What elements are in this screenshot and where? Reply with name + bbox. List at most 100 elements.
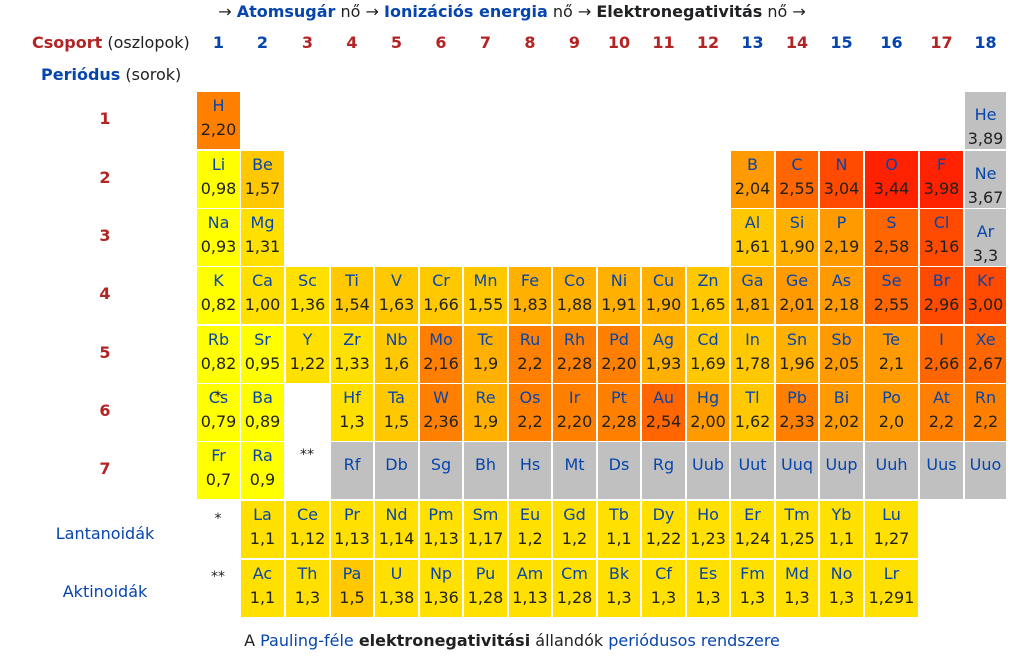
element-symbol[interactable]: He — [974, 105, 997, 124]
element-symbol[interactable]: Ir — [568, 388, 581, 407]
element-symbol[interactable]: Ac — [252, 564, 273, 583]
element-symbol[interactable]: P — [836, 213, 847, 232]
element-symbol[interactable]: Cr — [432, 271, 450, 290]
element-symbol[interactable]: K — [213, 271, 224, 290]
element-symbol[interactable]: H — [212, 96, 225, 115]
element-symbol[interactable]: Uut — [738, 455, 767, 474]
element-symbol[interactable]: Tb — [609, 505, 629, 524]
element-symbol[interactable]: Tm — [784, 505, 810, 524]
element-symbol[interactable]: Rh — [563, 330, 586, 349]
element-symbol[interactable]: Fr — [211, 446, 226, 465]
element-symbol[interactable]: Ar — [976, 222, 995, 241]
element-symbol[interactable]: Ra — [252, 446, 273, 465]
element-symbol[interactable]: Sb — [831, 330, 852, 349]
element-symbol[interactable]: Br — [932, 271, 951, 290]
element-symbol[interactable]: Uuh — [875, 455, 908, 474]
element-symbol[interactable]: I — [939, 330, 944, 349]
element-symbol[interactable]: Al — [744, 213, 761, 232]
element-symbol[interactable]: Ge — [785, 271, 809, 290]
element-symbol[interactable]: Mt — [564, 455, 585, 474]
element-symbol[interactable]: Cm — [561, 564, 588, 583]
element-symbol[interactable]: Uub — [691, 455, 724, 474]
element-symbol[interactable]: As — [831, 271, 852, 290]
element-symbol[interactable]: Hs — [519, 455, 541, 474]
element-symbol[interactable]: Yb — [831, 505, 852, 524]
element-symbol[interactable]: Au — [652, 388, 675, 407]
element-symbol[interactable]: La — [253, 505, 272, 524]
element-symbol[interactable]: Po — [882, 388, 901, 407]
element-symbol[interactable]: Bi — [833, 388, 850, 407]
element-symbol[interactable]: V — [391, 271, 402, 290]
element-symbol[interactable]: Ho — [697, 505, 719, 524]
element-symbol[interactable]: Re — [475, 388, 496, 407]
element-symbol[interactable]: Li — [211, 155, 226, 174]
element-symbol[interactable]: Bk — [608, 564, 630, 583]
element-symbol[interactable]: Y — [302, 330, 313, 349]
element-symbol[interactable]: Uus — [926, 455, 957, 474]
element-symbol[interactable]: B — [747, 155, 758, 174]
element-symbol[interactable]: At — [933, 388, 950, 407]
element-symbol[interactable]: Cd — [697, 330, 719, 349]
element-symbol[interactable]: Nb — [385, 330, 408, 349]
element-symbol[interactable]: Rb — [207, 330, 230, 349]
ionization-energy-link[interactable]: Ionizációs energia — [384, 2, 548, 21]
element-symbol[interactable]: Sn — [786, 330, 808, 349]
element-symbol[interactable]: Ne — [974, 164, 997, 183]
element-symbol[interactable]: Ga — [741, 271, 764, 290]
element-symbol[interactable]: Na — [207, 213, 230, 232]
element-symbol[interactable]: Eu — [519, 505, 541, 524]
element-symbol[interactable]: Ag — [652, 330, 675, 349]
element-symbol[interactable]: Tl — [745, 388, 760, 407]
element-symbol[interactable]: Am — [516, 564, 544, 583]
element-symbol[interactable]: Si — [789, 213, 805, 232]
element-symbol[interactable]: Cl — [933, 213, 950, 232]
element-symbol[interactable]: Sc — [298, 271, 317, 290]
element-symbol[interactable]: Cs — [208, 388, 229, 407]
periodic-table-link[interactable]: periódusos rendszere — [608, 631, 780, 650]
element-symbol[interactable]: Fm — [740, 564, 765, 583]
element-symbol[interactable]: Pm — [428, 505, 454, 524]
element-symbol[interactable]: Nd — [385, 505, 408, 524]
element-symbol[interactable]: Os — [519, 388, 541, 407]
element-symbol[interactable]: Pu — [475, 564, 496, 583]
element-symbol[interactable]: W — [433, 388, 449, 407]
actinides-label[interactable]: Aktinoidák — [62, 582, 148, 601]
element-symbol[interactable]: S — [886, 213, 897, 232]
element-symbol[interactable]: Ta — [388, 388, 405, 407]
element-symbol[interactable]: C — [791, 155, 803, 174]
element-symbol[interactable]: Md — [785, 564, 809, 583]
element-symbol[interactable]: Uuq — [780, 455, 813, 474]
element-symbol[interactable]: Zn — [697, 271, 719, 290]
group-link[interactable]: Csoport — [32, 33, 103, 52]
element-symbol[interactable]: Dy — [652, 505, 675, 524]
element-symbol[interactable]: Pd — [609, 330, 629, 349]
element-symbol[interactable]: Ca — [252, 271, 273, 290]
element-symbol[interactable]: Cu — [652, 271, 675, 290]
element-symbol[interactable]: Th — [297, 564, 318, 583]
element-symbol[interactable]: Zr — [343, 330, 361, 349]
element-symbol[interactable]: Tc — [477, 330, 494, 349]
element-symbol[interactable]: Uup — [825, 455, 858, 474]
element-symbol[interactable]: F — [936, 155, 947, 174]
element-symbol[interactable]: Db — [385, 455, 408, 474]
element-symbol[interactable]: Cf — [655, 564, 672, 583]
element-symbol[interactable]: Hf — [343, 388, 361, 407]
element-symbol[interactable]: Co — [564, 271, 585, 290]
element-symbol[interactable]: Es — [698, 564, 718, 583]
element-symbol[interactable]: Sr — [254, 330, 271, 349]
element-symbol[interactable]: Mn — [473, 271, 498, 290]
element-symbol[interactable]: Kr — [976, 271, 995, 290]
lanthanides-label[interactable]: Lantanoidák — [55, 524, 155, 543]
element-symbol[interactable]: Ni — [610, 271, 628, 290]
element-symbol[interactable]: Ba — [252, 388, 273, 407]
element-symbol[interactable]: Np — [429, 564, 453, 583]
element-symbol[interactable]: Be — [252, 155, 273, 174]
element-symbol[interactable]: O — [885, 155, 898, 174]
element-symbol[interactable]: Mo — [429, 330, 453, 349]
element-symbol[interactable]: Se — [881, 271, 902, 290]
element-symbol[interactable]: Uuo — [969, 455, 1002, 474]
element-symbol[interactable]: Fe — [520, 271, 540, 290]
element-symbol[interactable]: Lr — [883, 564, 900, 583]
pauling-link[interactable]: Pauling-féle — [260, 631, 354, 650]
element-symbol[interactable]: In — [745, 330, 760, 349]
